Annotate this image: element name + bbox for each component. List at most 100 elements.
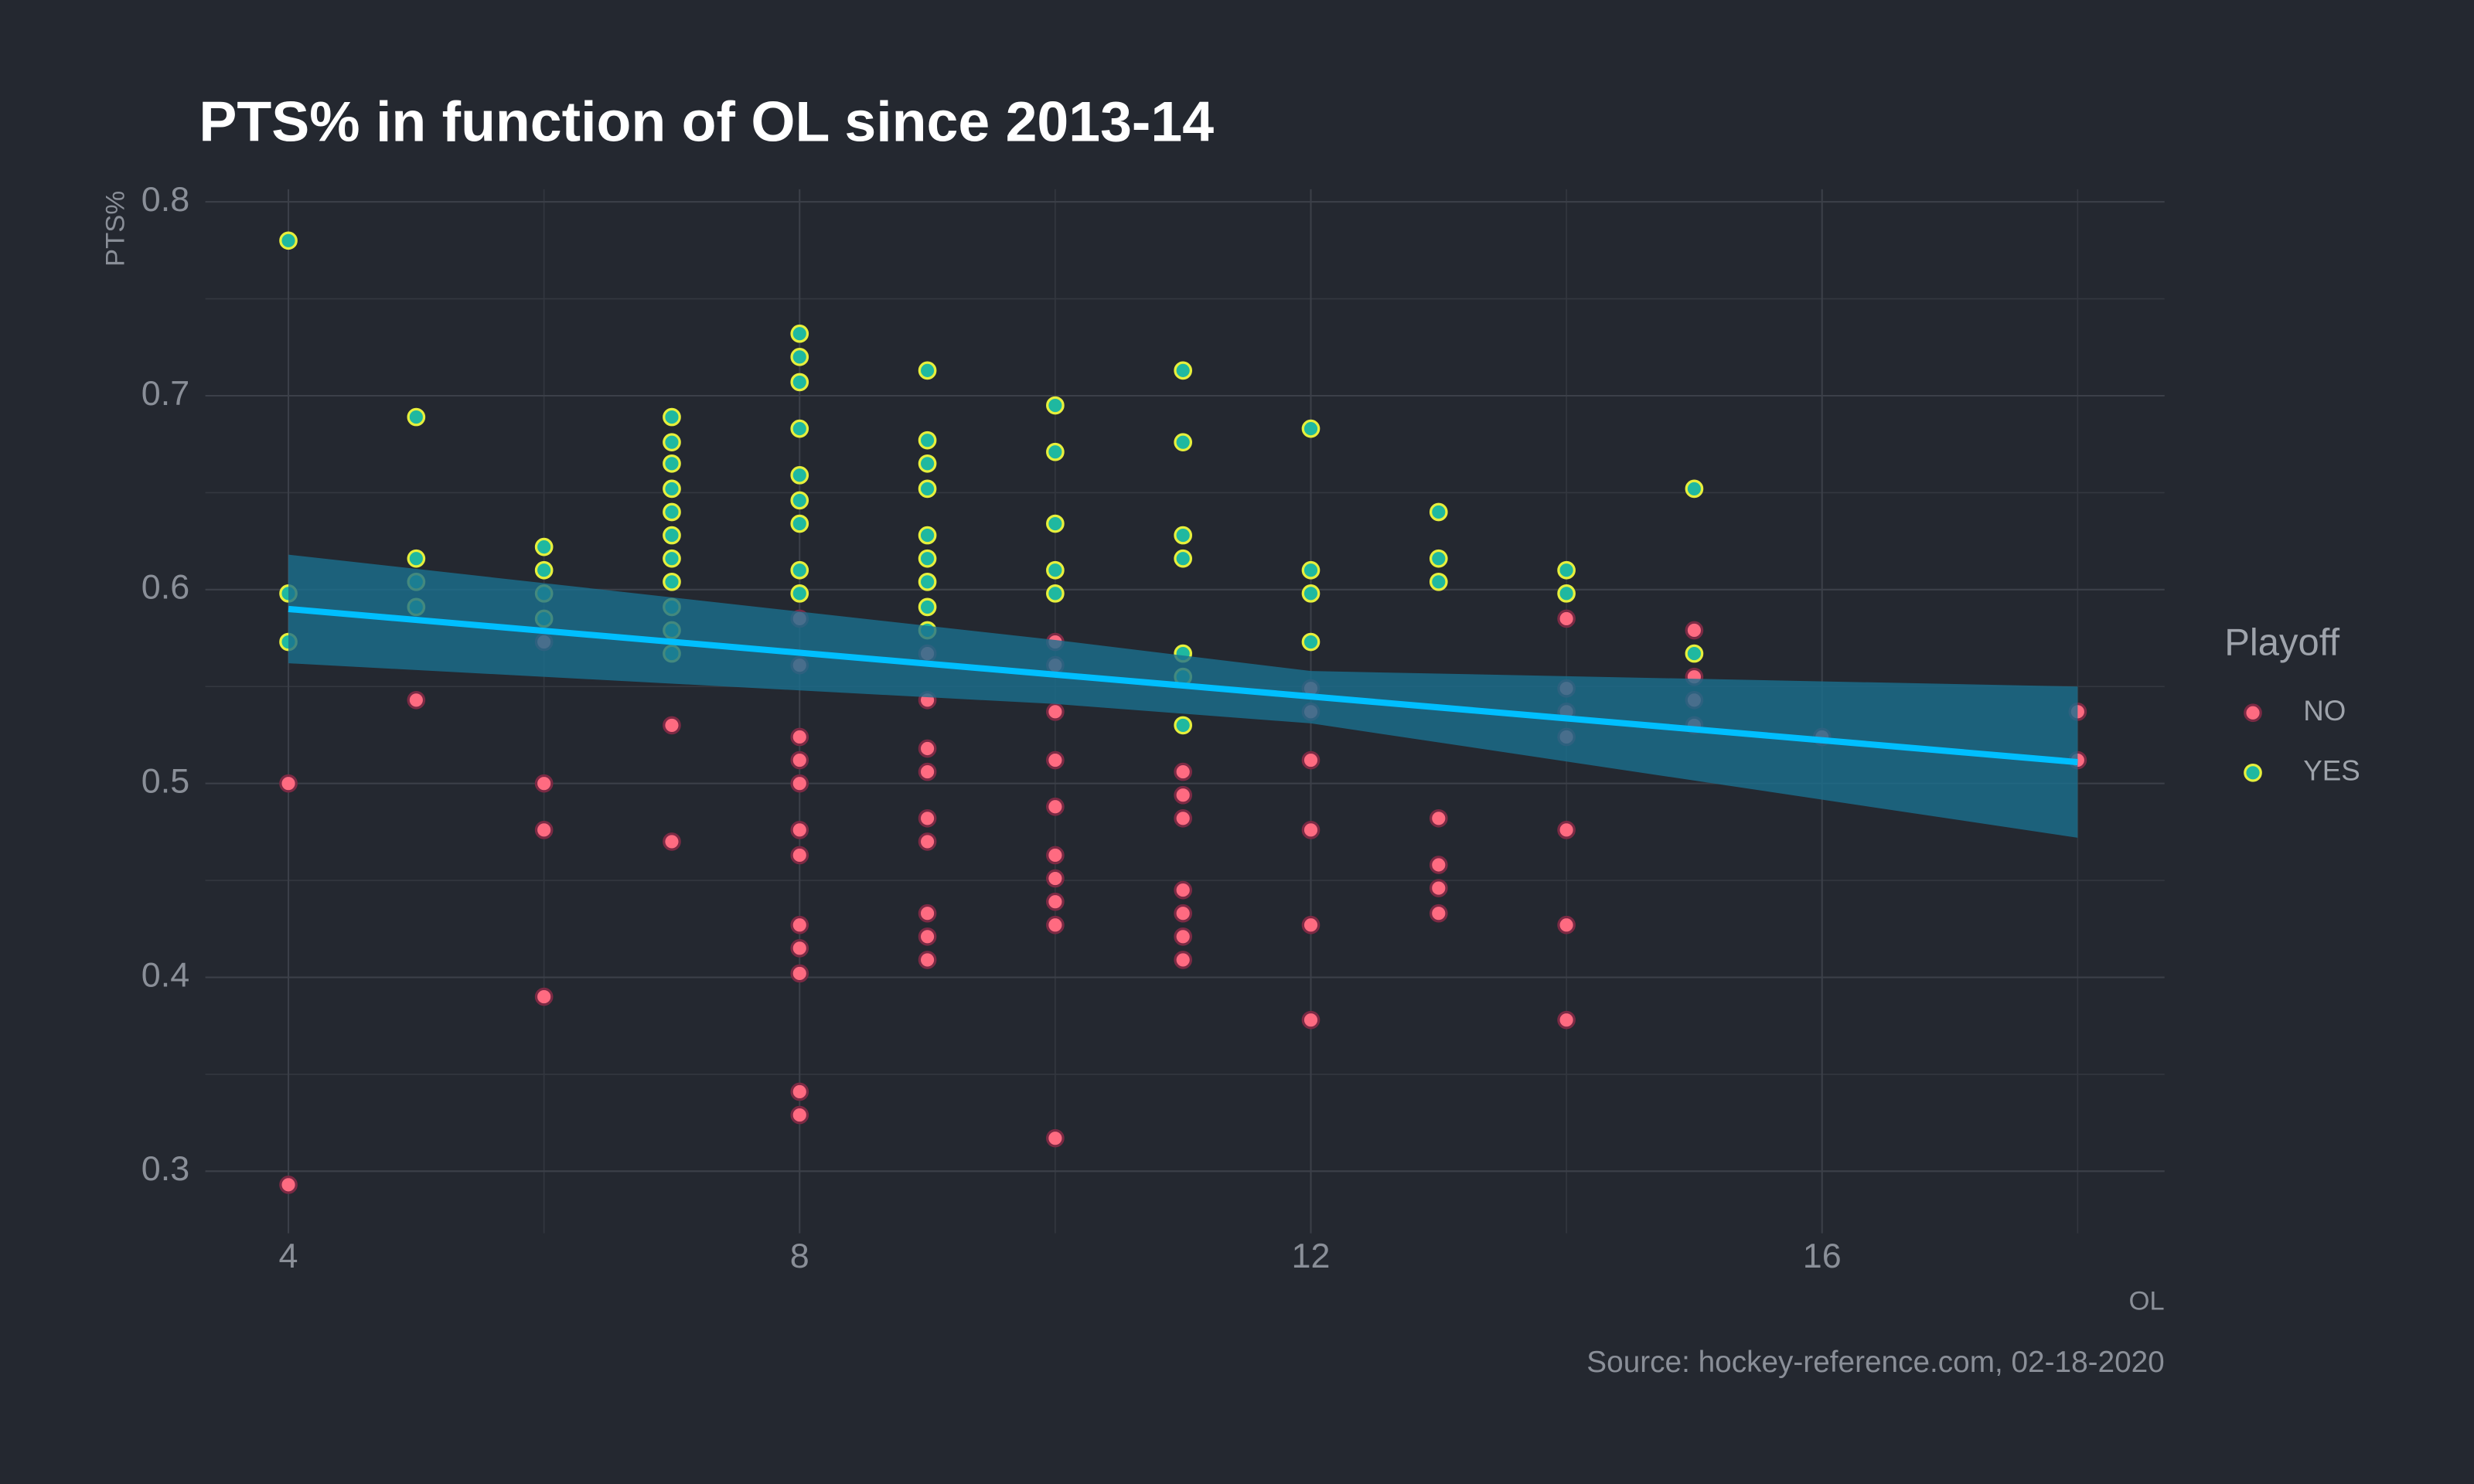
data-point bbox=[1429, 572, 1448, 591]
data-point bbox=[790, 560, 809, 580]
data-point bbox=[1046, 751, 1065, 770]
x-tick-label: 4 bbox=[279, 1236, 298, 1275]
data-point bbox=[663, 526, 681, 545]
data-point bbox=[1174, 880, 1193, 900]
data-point bbox=[790, 514, 809, 533]
data-point bbox=[790, 751, 809, 770]
trend-line bbox=[288, 605, 2078, 766]
data-point bbox=[790, 846, 809, 865]
y-tick-label: 0.7 bbox=[141, 373, 189, 413]
data-point bbox=[1685, 479, 1704, 499]
data-point bbox=[1046, 846, 1065, 865]
data-point bbox=[1557, 584, 1576, 603]
data-point bbox=[1046, 442, 1065, 461]
data-point bbox=[1429, 904, 1448, 923]
data-point bbox=[1174, 785, 1193, 805]
data-point bbox=[1046, 1128, 1065, 1148]
data-point bbox=[1557, 1010, 1576, 1030]
data-point bbox=[1174, 526, 1193, 545]
data-point bbox=[407, 549, 426, 568]
data-point bbox=[1174, 716, 1193, 735]
x-tick-label: 16 bbox=[1803, 1236, 1842, 1275]
data-point bbox=[918, 549, 937, 568]
data-point bbox=[790, 491, 809, 510]
data-point bbox=[790, 465, 809, 485]
data-point bbox=[534, 774, 554, 793]
data-point bbox=[790, 373, 809, 392]
y-tick-label: 0.4 bbox=[141, 955, 189, 994]
data-point bbox=[790, 584, 809, 603]
data-point bbox=[790, 1105, 809, 1125]
data-point bbox=[279, 1176, 298, 1194]
data-point bbox=[407, 690, 426, 710]
data-point bbox=[790, 915, 809, 934]
data-point bbox=[1301, 821, 1320, 839]
legend-marker bbox=[2244, 703, 2262, 723]
data-point bbox=[1174, 808, 1193, 828]
data-point bbox=[1174, 433, 1193, 452]
data-point bbox=[918, 479, 937, 499]
x-tick-label: 12 bbox=[1292, 1236, 1331, 1275]
source-caption: Source: hockey-reference.com, 02-18-2020 bbox=[1586, 1346, 2164, 1379]
data-point bbox=[1685, 644, 1704, 663]
data-point bbox=[918, 904, 937, 923]
data-point bbox=[1429, 502, 1448, 522]
data-point bbox=[534, 821, 554, 839]
y-tick-label: 0.6 bbox=[141, 567, 189, 607]
data-point bbox=[790, 324, 809, 343]
data-point bbox=[918, 739, 937, 758]
data-point bbox=[918, 927, 937, 946]
legend-label: YES bbox=[2303, 754, 2360, 786]
data-point bbox=[1557, 915, 1576, 934]
data-point bbox=[1046, 703, 1065, 721]
chart-title: PTS% in function of OL since 2013-14 bbox=[199, 90, 1214, 154]
data-point bbox=[1046, 584, 1065, 603]
data-point bbox=[918, 361, 937, 380]
data-point bbox=[1685, 621, 1704, 640]
data-point bbox=[1429, 808, 1448, 828]
data-point bbox=[1174, 762, 1193, 781]
data-point bbox=[1429, 856, 1448, 874]
data-point bbox=[663, 832, 681, 851]
data-point bbox=[1301, 1010, 1320, 1030]
data-point bbox=[1046, 396, 1065, 415]
data-point bbox=[1557, 821, 1576, 839]
data-point bbox=[663, 716, 681, 735]
data-point bbox=[1174, 927, 1193, 946]
data-point bbox=[1429, 549, 1448, 568]
data-point bbox=[918, 762, 937, 781]
data-point bbox=[918, 597, 937, 617]
data-point bbox=[279, 231, 298, 250]
data-point bbox=[918, 808, 937, 828]
confidence-band bbox=[288, 554, 2078, 838]
data-point bbox=[534, 987, 554, 1006]
data-point bbox=[918, 526, 937, 545]
data-point bbox=[1301, 419, 1320, 438]
data-point bbox=[918, 951, 937, 969]
data-point bbox=[1046, 892, 1065, 911]
data-point bbox=[1557, 609, 1576, 628]
y-tick-label: 0.5 bbox=[141, 761, 189, 801]
data-point bbox=[790, 1082, 809, 1101]
data-point bbox=[1301, 751, 1320, 770]
y-tick-label: 0.8 bbox=[141, 179, 189, 219]
data-point bbox=[790, 727, 809, 747]
legend-label: NO bbox=[2303, 695, 2346, 727]
data-point bbox=[1174, 904, 1193, 923]
data-point bbox=[663, 502, 681, 522]
data-point bbox=[663, 572, 681, 591]
data-point bbox=[790, 774, 809, 793]
data-point bbox=[663, 479, 681, 499]
data-point bbox=[1174, 951, 1193, 969]
data-point bbox=[1046, 514, 1065, 533]
data-point bbox=[1301, 915, 1320, 934]
data-point bbox=[1046, 915, 1065, 934]
data-point bbox=[1301, 584, 1320, 603]
data-point bbox=[1557, 560, 1576, 580]
data-point bbox=[790, 964, 809, 983]
x-tick-label: 8 bbox=[790, 1236, 809, 1275]
data-point bbox=[663, 407, 681, 427]
data-point bbox=[279, 774, 298, 793]
data-point bbox=[534, 537, 554, 556]
